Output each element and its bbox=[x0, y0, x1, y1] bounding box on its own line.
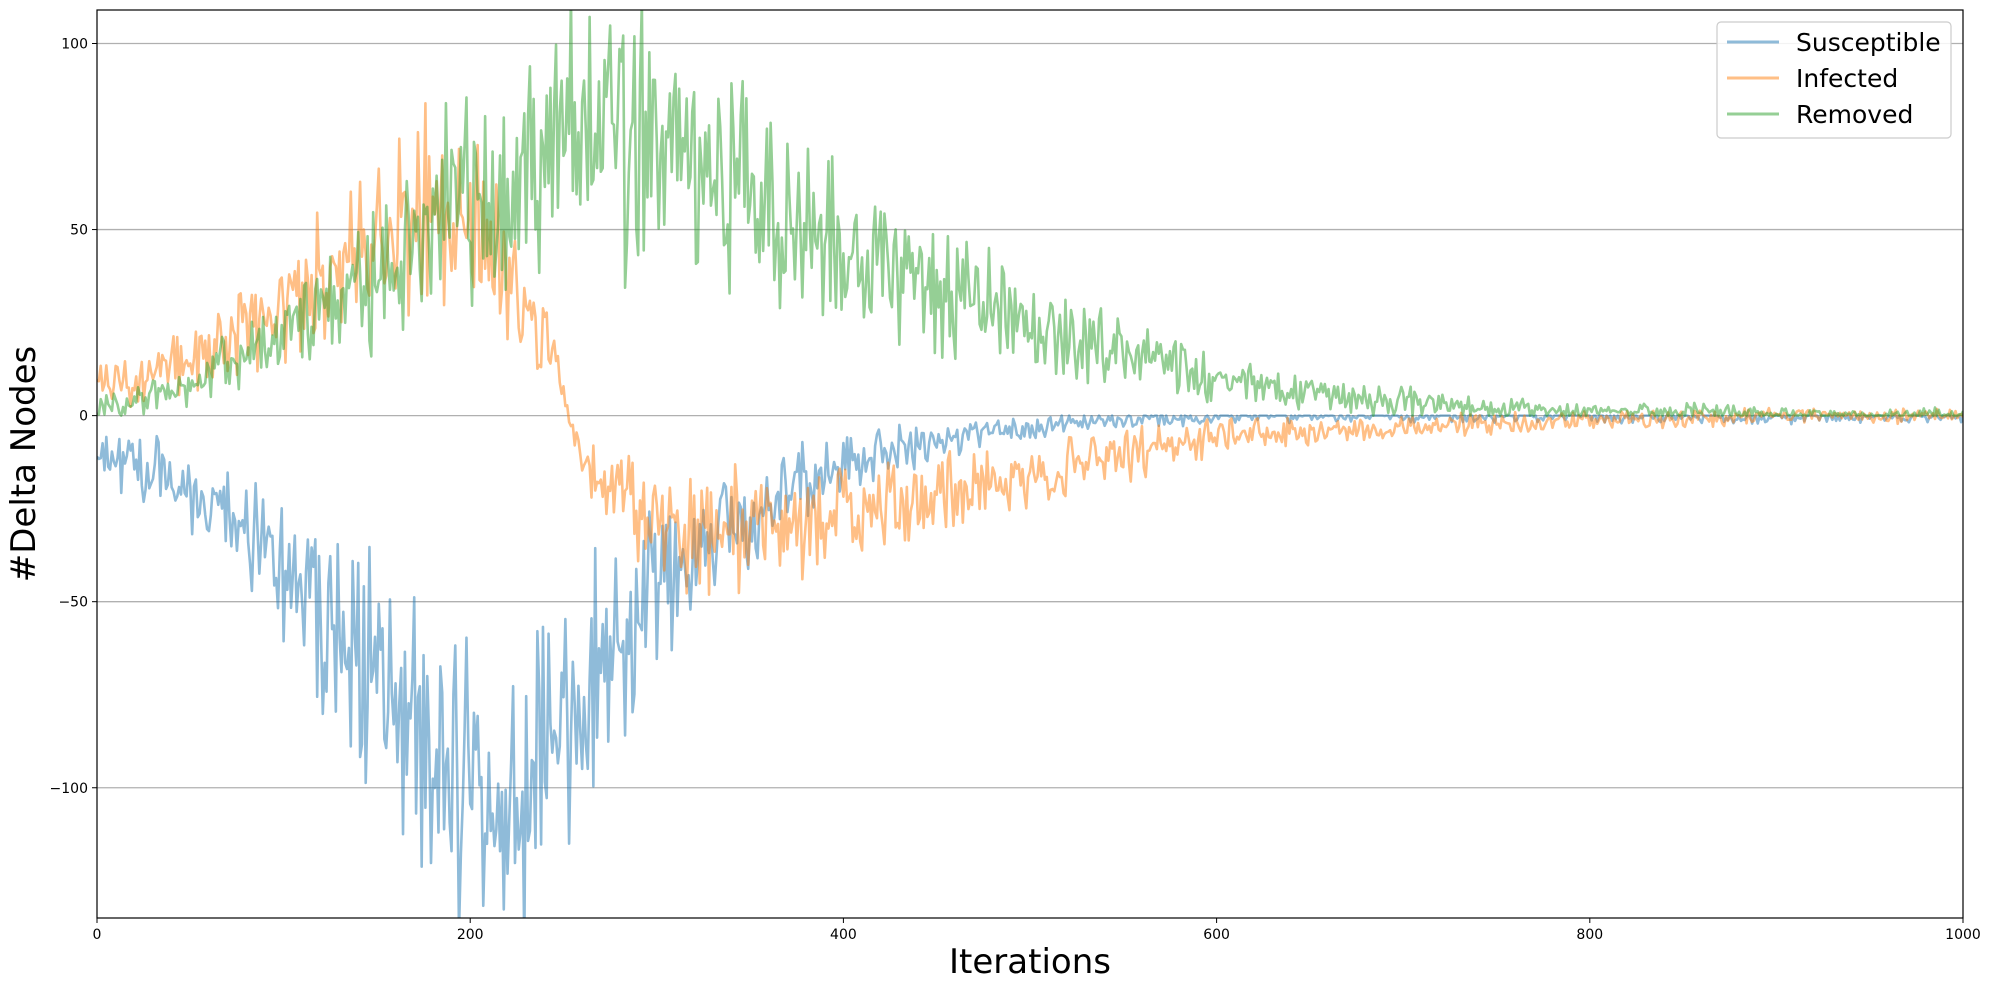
legend: Susceptible Infected Removed bbox=[1716, 21, 1952, 139]
plot-area-frame bbox=[96, 9, 1964, 919]
x-tick-label: 400 bbox=[830, 927, 857, 943]
x-tick-label: 1000 bbox=[1945, 927, 1981, 943]
series-line-susceptible bbox=[97, 414, 1963, 918]
legend-label-removed: Removed bbox=[1796, 100, 1913, 129]
series-line-infected bbox=[97, 101, 1963, 596]
x-tick-label: 800 bbox=[1576, 927, 1603, 943]
y-axis-title: #Delta Nodes bbox=[4, 346, 44, 582]
x-tick-label: 200 bbox=[457, 927, 484, 943]
y-tick-label: 50 bbox=[70, 223, 88, 239]
x-tick-label: 0 bbox=[93, 927, 102, 943]
x-axis-title: Iterations bbox=[949, 942, 1111, 982]
y-tick-label: 0 bbox=[79, 409, 88, 425]
legend-box bbox=[1716, 21, 1952, 139]
series-lines bbox=[97, 10, 1963, 918]
x-tick-label: 600 bbox=[1203, 927, 1230, 943]
y-tick-label: 100 bbox=[61, 36, 88, 52]
legend-label-infected: Infected bbox=[1796, 64, 1898, 93]
legend-label-susceptible: Susceptible bbox=[1796, 28, 1941, 57]
series-line-removed bbox=[97, 10, 1963, 417]
y-tick-label: −100 bbox=[50, 781, 88, 797]
y-tick-label: −50 bbox=[58, 595, 88, 611]
